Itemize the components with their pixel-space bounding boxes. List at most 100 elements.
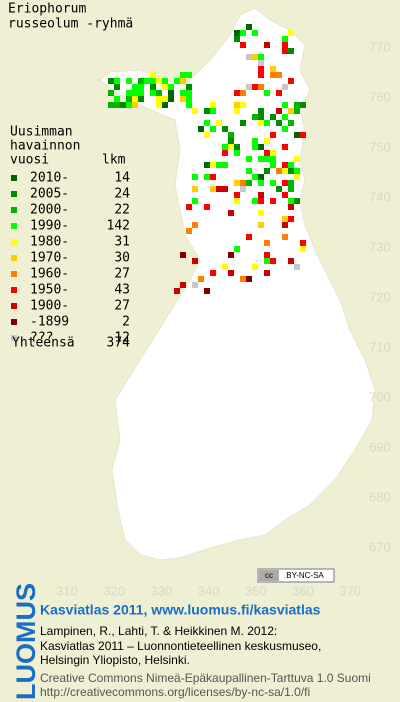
observation-square xyxy=(252,138,258,144)
y-grid-label: 670 xyxy=(369,539,391,554)
observation-square xyxy=(258,174,264,180)
observation-square xyxy=(252,198,258,204)
observation-square xyxy=(282,216,288,222)
citation: Kasviatlas 2011 – Luonnontieteellinen ke… xyxy=(40,639,321,653)
legend-label: 1950- xyxy=(30,283,69,298)
observation-square xyxy=(246,156,252,162)
observation-square xyxy=(234,36,240,42)
observation-square xyxy=(186,228,192,234)
observation-square xyxy=(246,168,252,174)
legend: 2010- 14 2005- 24 2000- 22 1990- 142 1980- 31 1970… xyxy=(11,171,130,346)
observation-square xyxy=(186,96,192,102)
badge-cc: cc xyxy=(265,571,273,580)
observation-square xyxy=(168,96,174,102)
observation-square xyxy=(282,180,288,186)
observation-square xyxy=(258,60,264,66)
observation-square xyxy=(258,156,264,162)
observation-square xyxy=(270,258,276,264)
observation-square xyxy=(264,270,270,276)
x-grid-label: 320 xyxy=(103,583,125,598)
observation-square xyxy=(222,126,228,132)
y-grid-label: 730 xyxy=(369,239,391,254)
observation-square xyxy=(210,186,216,192)
observation-square xyxy=(300,132,306,138)
citation: Helsingin Yliopisto, Helsinki. xyxy=(40,653,190,667)
observation-square xyxy=(240,180,246,186)
legend-count: 12 xyxy=(114,331,130,346)
observation-square xyxy=(252,144,258,150)
observation-square xyxy=(288,162,294,168)
legend-count: 2 xyxy=(122,315,130,330)
x-grid-label: 330 xyxy=(151,583,173,598)
x-grid-label: 310 xyxy=(56,583,78,598)
observation-square xyxy=(210,102,216,108)
observation-square xyxy=(150,78,156,84)
observation-square xyxy=(192,186,198,192)
legend-swatch xyxy=(11,175,17,181)
observation-square xyxy=(288,168,294,174)
observation-square xyxy=(264,258,270,264)
legend-swatch xyxy=(11,255,17,261)
y-grid-label: 740 xyxy=(369,189,391,204)
badge-text: BY-NC-SA xyxy=(286,571,324,580)
observation-square xyxy=(258,198,264,204)
legend-count: 27 xyxy=(114,267,130,282)
observation-square xyxy=(252,84,258,90)
observation-square xyxy=(288,78,294,84)
observation-square xyxy=(282,114,288,120)
observation-square xyxy=(186,102,192,108)
observation-square xyxy=(282,48,288,54)
observation-square xyxy=(252,114,258,120)
legend-swatch xyxy=(11,319,17,325)
observation-square xyxy=(228,270,234,276)
observation-square xyxy=(210,270,216,276)
observation-square xyxy=(186,204,192,210)
legend-count: 27 xyxy=(114,299,130,314)
observation-square xyxy=(264,252,270,258)
legend-swatch xyxy=(11,335,17,341)
observation-square xyxy=(258,192,264,198)
observation-square xyxy=(246,180,252,186)
legend-count: 14 xyxy=(114,171,130,186)
observation-square xyxy=(246,54,252,60)
observation-square xyxy=(210,126,216,132)
observation-square xyxy=(258,180,264,186)
observation-square xyxy=(216,186,222,192)
observation-square xyxy=(192,108,198,114)
legend-heading: havainnon xyxy=(10,139,80,154)
observation-square xyxy=(204,120,210,126)
observation-square xyxy=(114,84,120,90)
observation-square xyxy=(126,96,132,102)
legend-swatch xyxy=(11,239,17,245)
observation-square xyxy=(258,108,264,114)
observation-square xyxy=(234,180,240,186)
observation-square xyxy=(282,162,288,168)
observation-square xyxy=(288,48,294,54)
total-label: Yhteensä xyxy=(12,336,75,351)
observation-square xyxy=(204,204,210,210)
observation-square xyxy=(264,150,270,156)
observation-square xyxy=(114,78,120,84)
observation-square xyxy=(282,102,288,108)
observation-square xyxy=(264,156,270,162)
y-grid-label: 760 xyxy=(369,89,391,104)
observation-square xyxy=(186,90,192,96)
observation-square xyxy=(204,288,210,294)
observation-square xyxy=(198,276,204,282)
legend-label: 1970- xyxy=(30,251,69,266)
observation-square xyxy=(234,30,240,36)
observation-square xyxy=(294,102,300,108)
observation-square xyxy=(276,90,282,96)
observation-square xyxy=(126,90,132,96)
observation-square xyxy=(264,240,270,246)
observation-square xyxy=(180,78,186,84)
observation-square xyxy=(210,108,216,114)
observation-square xyxy=(162,78,168,84)
observation-square xyxy=(246,24,252,30)
observation-square xyxy=(192,174,198,180)
observation-square xyxy=(258,84,264,90)
observation-square xyxy=(270,132,276,138)
observation-square xyxy=(204,108,210,114)
legend-label: 1990- xyxy=(30,219,69,234)
legend-label: ??? xyxy=(30,331,53,346)
